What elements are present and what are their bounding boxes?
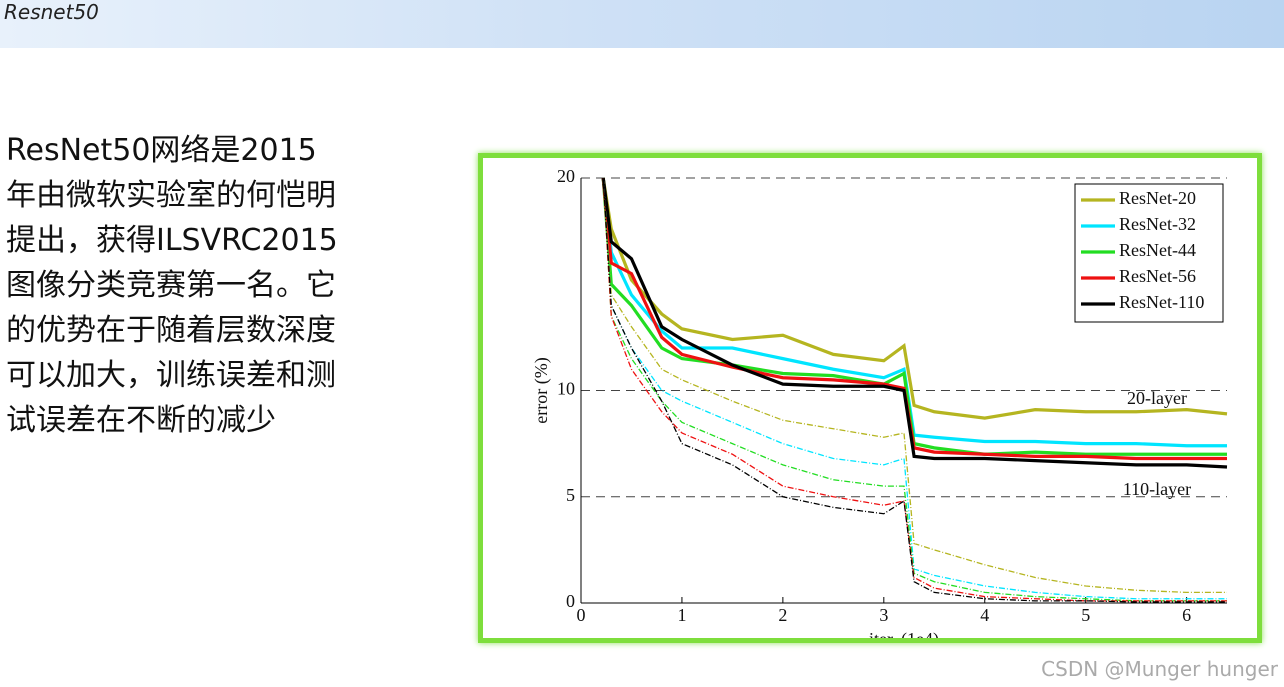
x-tick-label: 4 <box>980 605 989 625</box>
x-tick-label: 2 <box>778 605 787 625</box>
legend-label: ResNet-110 <box>1119 292 1204 312</box>
x-tick-label: 6 <box>1182 605 1191 625</box>
series-line <box>602 177 1227 600</box>
legend-label: ResNet-44 <box>1119 240 1196 260</box>
watermark: CSDN @Munger hunger <box>1041 657 1278 681</box>
y-tick-label: 5 <box>566 485 575 505</box>
y-axis-label: error (%) <box>531 357 552 423</box>
series-line <box>601 177 1227 456</box>
series-line <box>602 177 1227 602</box>
banner: Resnet50 <box>0 0 1284 48</box>
y-tick-label: 10 <box>557 379 575 399</box>
legend-label: ResNet-20 <box>1119 188 1196 208</box>
y-tick-label: 0 <box>566 591 575 611</box>
description: ResNet50网络是2015年由微软实验室的何恺明提出，获得ILSVRC201… <box>6 133 338 438</box>
series-line <box>601 177 1227 461</box>
series-line <box>601 177 1228 420</box>
x-tick-label: 0 <box>577 605 586 625</box>
x-tick-label: 3 <box>879 605 888 625</box>
legend-label: ResNet-32 <box>1119 214 1196 234</box>
series-line <box>602 177 1227 594</box>
series-line <box>602 177 1227 603</box>
x-tick-label: 1 <box>677 605 686 625</box>
x-axis-label: iter. (1e4) <box>869 629 939 643</box>
series-line <box>601 177 1228 469</box>
legend-label: ResNet-56 <box>1119 266 1196 286</box>
y-tick-label: 20 <box>557 166 575 186</box>
x-tick-label: 5 <box>1081 605 1090 625</box>
annotation: 20-layer <box>1127 388 1187 408</box>
series-line <box>602 177 1227 602</box>
annotation: 110-layer <box>1123 479 1191 499</box>
slide-title: Resnet50 <box>4 0 99 24</box>
chart: 0 5 10 20 0 1 2 3 4 5 6 iter. (1e4) error (%) ResNet-… <box>478 153 1262 643</box>
